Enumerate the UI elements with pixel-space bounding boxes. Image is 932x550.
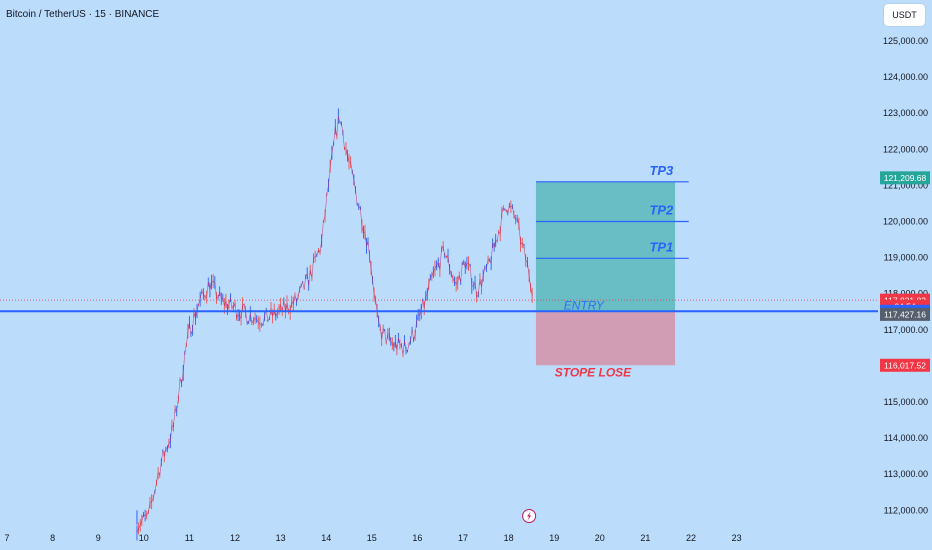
price-labels: 121,209.68117,821.8304:54117,512.67117,4… (880, 171, 930, 372)
x-tick-label: 21 (640, 533, 650, 543)
tp3-label: TP3 (649, 163, 674, 178)
y-tick-label: 120,000.00 (883, 217, 928, 227)
price-series (136, 108, 533, 541)
price-tag: 121,209.68 (880, 171, 930, 185)
x-tick-label: 8 (50, 533, 55, 543)
x-tick-label: 9 (96, 533, 101, 543)
y-tick-label: 123,000.00 (883, 108, 928, 118)
x-tick-label: 16 (412, 533, 422, 543)
y-tick-label: 112,000.00 (884, 505, 928, 515)
x-tick-label: 14 (321, 533, 331, 543)
x-tick-label: 7 (4, 533, 9, 543)
x-tick-label: 22 (686, 533, 696, 543)
x-tick-label: 13 (276, 533, 286, 543)
y-tick-label: 125,000.00 (883, 36, 928, 46)
y-tick-label: 124,000.00 (883, 72, 928, 82)
risk-reward-zones (535, 181, 676, 366)
price-tag-text: 116,017.52 (884, 360, 926, 370)
x-tick-label: 23 (732, 533, 742, 543)
price-tag-text: 117,427.16 (884, 310, 926, 320)
y-tick-label: 114,000.00 (884, 433, 928, 443)
y-tick-label: 121,000.00 (883, 180, 928, 190)
time-axis[interactable]: 7 8 9 10 11 12 13 14 15 16 17 18 19 20 21 22 23 (4, 533, 741, 543)
price-axis[interactable]: 112,000.00 113,000.00 114,000.00 115,000.00… (883, 36, 928, 515)
x-tick-label: 15 (367, 533, 377, 543)
y-tick-label: 117,000.00 (884, 325, 928, 335)
x-tick-label: 10 (139, 533, 149, 543)
x-tick-label: 12 (230, 533, 240, 543)
price-tag-bg (880, 307, 930, 321)
stop-loss-label: STOPE LOSE (555, 365, 632, 379)
x-tick-label: 19 (549, 533, 559, 543)
tp1-label: TP1 (649, 239, 673, 254)
x-tick-label: 20 (595, 533, 605, 543)
price-tag-bg (880, 358, 930, 372)
event-marker[interactable] (522, 509, 537, 523)
lightning-bolt (527, 511, 532, 521)
y-tick-label: 119,000.00 (884, 253, 928, 263)
loss-zone (535, 311, 676, 366)
profit-zone (535, 181, 676, 312)
price-tag: 116,017.52 (880, 358, 930, 372)
x-tick-label: 11 (185, 533, 194, 543)
x-tick-label: 18 (504, 533, 514, 543)
y-tick-label: 115,000.00 (884, 397, 928, 407)
price-tag-bg (880, 171, 930, 185)
entry-label: ENTRY (564, 298, 605, 312)
y-tick-label: 113,000.00 (884, 469, 928, 479)
price-line (136, 116, 533, 534)
chart-title: Bitcoin / TetherUS · 15 · BINANCE (6, 9, 160, 20)
x-tick-label: 17 (458, 533, 468, 543)
tp2-label: TP2 (649, 203, 674, 218)
price-tag: 117,427.16 (880, 307, 930, 321)
price-tag-text: 121,209.68 (884, 173, 927, 183)
currency-button[interactable]: USDT (884, 4, 925, 26)
target-levels: TP3 TP2 TP1 ENTRY STOPE LOSE (0, 163, 878, 379)
y-tick-label: 122,000.00 (883, 144, 928, 154)
